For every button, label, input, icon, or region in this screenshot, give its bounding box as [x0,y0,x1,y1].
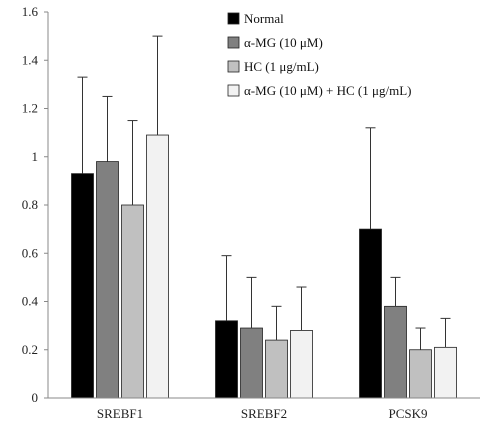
bar [215,320,238,399]
y-tick-label: 0.4 [22,294,39,309]
y-tick-label: 0.2 [22,342,38,357]
x-category-label: PCSK9 [388,406,427,421]
x-axis: SREBF1 SREBF2 PCSK9 [48,397,480,421]
bar [384,305,407,399]
bar [359,228,382,399]
legend-label: HC (1 μg/mL) [244,59,319,74]
bar [434,346,457,399]
y-tick-label: 1.2 [22,101,38,116]
y-tick-label: 1.4 [22,52,39,67]
bar [409,349,432,399]
x-category-label: SREBF1 [97,406,143,421]
bar [146,134,169,399]
bar [240,327,263,399]
y-tick-label: 1 [32,149,39,164]
legend-label: Normal [244,11,284,26]
legend-label: α-MG (10 μM) [244,35,323,50]
x-category-label: SREBF2 [241,406,287,421]
bar [290,330,313,399]
legend-swatch [227,60,240,73]
bar [121,204,144,399]
y-tick-label: 0.8 [22,197,38,212]
y-tick-label: 1.6 [22,4,39,19]
legend-label: α-MG (10 μM) + HC (1 μg/mL) [244,83,411,98]
bar [96,161,119,399]
y-tick-label: 0 [32,390,39,405]
legend: Normal α-MG (10 μM) HC (1 μg/mL) α-MG (10 μ… [227,11,411,98]
legend-swatch [227,84,240,97]
bar [71,173,94,399]
y-tick-label: 0.6 [22,245,39,260]
legend-swatch [227,12,240,25]
y-axis: 0 0.2 0.4 0.6 0.8 1 1.2 1.4 1.6 [22,4,49,405]
legend-swatch [227,36,240,49]
bar [265,339,288,399]
